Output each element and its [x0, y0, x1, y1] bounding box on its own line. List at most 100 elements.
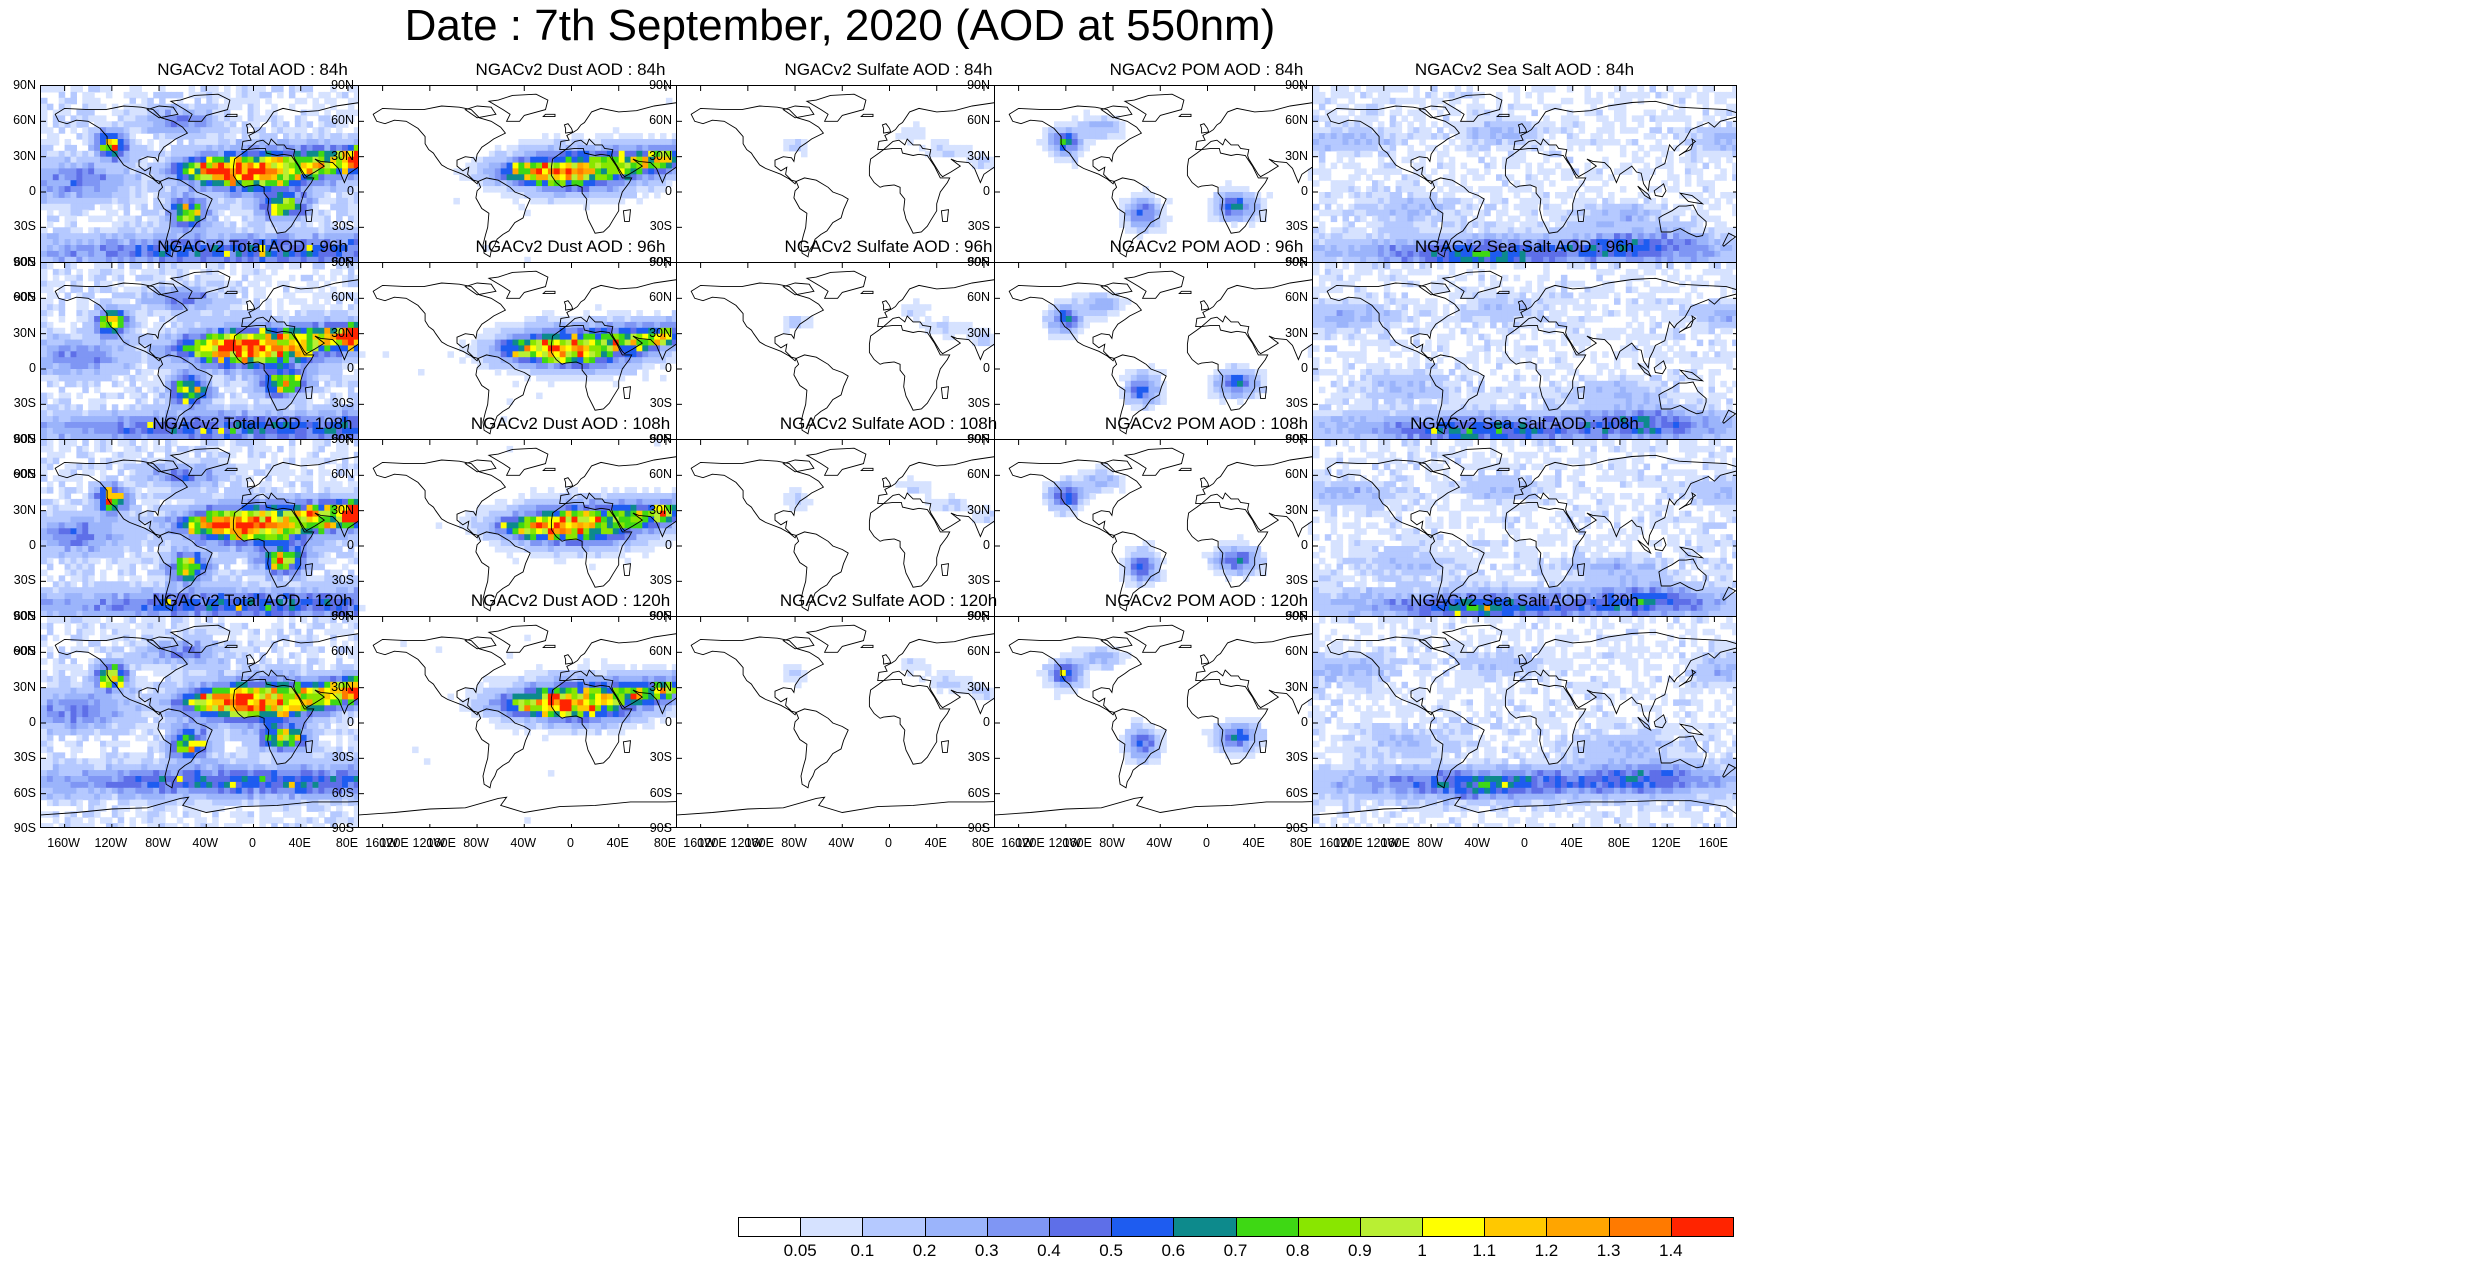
colorbar-swatch	[862, 1217, 926, 1237]
panel-title: NGACv2 Dust AOD : 120h	[358, 591, 783, 611]
longitude-label: 160W	[1311, 836, 1361, 850]
longitude-label: 160W	[357, 836, 407, 850]
latitude-label: 0	[0, 538, 36, 552]
longitude-label: 80E	[958, 836, 1008, 850]
colorbar-swatch	[1546, 1217, 1610, 1237]
coastline-iceland	[224, 290, 238, 295]
latitude-label: 30N	[0, 326, 36, 340]
latitude-label: 90S	[954, 821, 990, 835]
coastline-greenland	[1441, 447, 1503, 476]
latitude-label: 60N	[636, 644, 672, 658]
longitude-label: 80E	[1276, 836, 1326, 850]
latitude-label: 90N	[318, 432, 354, 446]
panel-title: NGACv2 Sea Salt AOD : 84h	[1312, 60, 1737, 80]
colorbar-tick-label: 0.8	[1268, 1241, 1328, 1261]
coastline-greenland	[487, 93, 549, 122]
latitude-label: 30N	[1272, 680, 1308, 694]
coastline-baffin	[782, 105, 815, 119]
latitude-label: 30N	[954, 326, 990, 340]
latitude-label: 0	[954, 361, 990, 375]
coastline-south-america	[157, 708, 213, 789]
latitude-label: 90N	[318, 609, 354, 623]
longitude-label: 120W	[86, 836, 136, 850]
coastline-africa	[868, 501, 951, 588]
axis-ticks	[1313, 617, 1736, 827]
coastline-greenland	[805, 270, 867, 299]
coastline-africa	[1504, 147, 1587, 234]
coastline-baffin	[782, 636, 815, 650]
coastline-africa	[1186, 678, 1269, 765]
coastline-south-america	[157, 354, 213, 435]
latitude-label: 60N	[636, 290, 672, 304]
latitude-label: 0	[318, 538, 354, 552]
latitude-label: 60N	[318, 644, 354, 658]
coastline-greenland	[487, 624, 549, 653]
longitude-label: 80W	[133, 836, 183, 850]
colorbar-swatch	[1297, 1217, 1361, 1237]
coastline-south-america	[793, 354, 849, 435]
panel-title: NGACv2 Sea Salt AOD : 108h	[1312, 414, 1737, 434]
panel-title: NGACv2 Dust AOD : 96h	[358, 237, 783, 257]
coastline-uk	[1199, 654, 1210, 665]
latitude-label: 90N	[954, 78, 990, 92]
colorbar-swatch	[1484, 1217, 1548, 1237]
coastline-south-america	[1111, 531, 1167, 612]
colorbar-swatch	[924, 1217, 988, 1237]
coastline-madagascar	[1258, 740, 1268, 753]
latitude-label: 0	[1272, 715, 1308, 729]
longitude-label: 0	[1500, 836, 1550, 850]
latitude-label: 30S	[1272, 219, 1308, 233]
latitude-label: 90S	[0, 821, 36, 835]
panel-title: NGACv2 Sulfate AOD : 96h	[676, 237, 1101, 257]
coastline-north-america	[54, 105, 189, 185]
latitude-label: 90N	[1272, 609, 1308, 623]
latitude-label: 0	[954, 538, 990, 552]
longitude-label: 40E	[911, 836, 961, 850]
coastline-uk	[881, 654, 892, 665]
latitude-label: 60N	[318, 290, 354, 304]
coastline-new-guinea	[1678, 546, 1705, 559]
latitude-label: 30S	[318, 396, 354, 410]
colorbar-tick-label: 0.6	[1143, 1241, 1203, 1261]
latitude-label: 90S	[0, 644, 36, 658]
latitude-label: 30N	[1272, 326, 1308, 340]
coastline-sumatra	[1637, 362, 1652, 378]
panel-title: NGACv2 Sea Salt AOD : 120h	[1312, 591, 1737, 611]
panel-title: NGACv2 Sulfate AOD : 84h	[676, 60, 1101, 80]
coastline-iceland	[1496, 290, 1510, 295]
coastline-baffin	[1418, 636, 1451, 650]
coastline-baffin	[782, 282, 815, 296]
latitude-label: 60N	[1272, 113, 1308, 127]
latitude-label: 60S	[1272, 786, 1308, 800]
panel-title: NGACv2 POM AOD : 84h	[994, 60, 1419, 80]
coastline-iceland	[1496, 467, 1510, 472]
latitude-label: 30S	[0, 219, 36, 233]
latitude-label: 60N	[0, 644, 36, 658]
coastline-greenland	[1123, 93, 1185, 122]
coastline-madagascar	[940, 563, 950, 576]
coastline-uk	[1517, 123, 1528, 134]
coastline-new-guinea	[1678, 723, 1705, 736]
coastline-africa	[1186, 324, 1269, 411]
coastline-madagascar	[304, 740, 314, 753]
coastline-sumatra	[1637, 185, 1652, 201]
aod-field	[41, 617, 464, 827]
latitude-label: 30N	[0, 149, 36, 163]
coastline-madagascar	[1258, 209, 1268, 222]
colorbar-swatch	[1359, 1217, 1424, 1237]
latitude-label: 0	[0, 715, 36, 729]
world-map	[1312, 262, 1737, 474]
latitude-label: 30N	[954, 680, 990, 694]
coastline-greenland	[1441, 93, 1503, 122]
coastline-iceland	[542, 290, 556, 295]
coastline-south-america	[1429, 708, 1485, 789]
coastline-uk	[563, 654, 574, 665]
panel-title: NGACv2 Sulfate AOD : 120h	[676, 591, 1101, 611]
aod-field	[453, 97, 761, 264]
coastline-iceland	[224, 644, 238, 649]
coastline-north-america	[690, 636, 825, 716]
latitude-label: 90N	[318, 255, 354, 269]
colorbar-tick-label: 0.4	[1019, 1241, 1079, 1261]
coastline-north-america	[54, 636, 189, 716]
latitude-label: 30S	[1272, 750, 1308, 764]
